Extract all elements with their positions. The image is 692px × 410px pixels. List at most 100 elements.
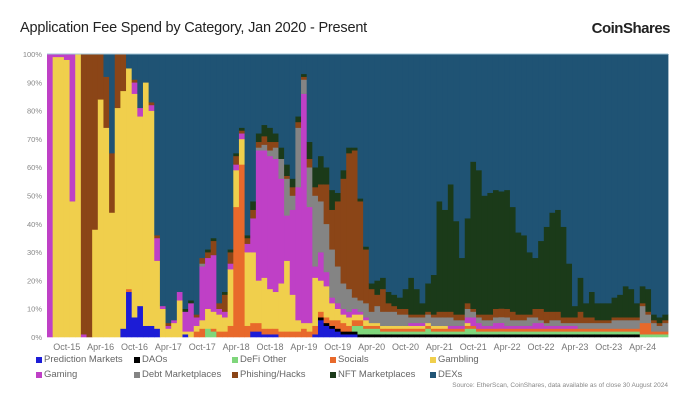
bar-segment-dexs-Jun-23 — [583, 54, 590, 304]
bar-segment-prediction-markets-Jul-19 — [317, 320, 325, 338]
bar-segment-phishing-hacks-Dec-23 — [617, 317, 624, 321]
bar-segment-gaming-Dec-17 — [210, 254, 217, 312]
bar-segment-socials-Jul-20 — [385, 328, 392, 332]
bar-segment-gambling-Jan-17 — [148, 110, 155, 326]
bar-segment-gaming-Sep-19 — [329, 297, 336, 304]
bar-segment-socials-Sep-23 — [600, 328, 607, 332]
bar-segment-defi-other-Oct-20 — [402, 331, 409, 335]
bar-segment-gambling-Oct-18 — [267, 288, 274, 329]
bar-segment-gambling-Apr-19 — [301, 322, 308, 329]
bar-segment-phishing-hacks-Dec-17 — [210, 240, 217, 256]
bar-segment-gambling-Dec-19 — [346, 317, 353, 326]
bar-segment-debt-marketplaces-Mar-24 — [634, 320, 641, 329]
bar-segment-daos-Sep-21 — [464, 334, 471, 338]
bar-segment-dexs-Oct-20 — [402, 54, 409, 290]
bar-segment-dexs-Aug-21 — [459, 54, 466, 259]
x-tick-label: Oct-15 — [53, 342, 80, 352]
bar-segment-prediction-markets-Jul-17 — [182, 334, 189, 338]
bar-segment-daos-Jan-22 — [487, 334, 494, 338]
bar-segment-daos-Jun-20 — [380, 334, 387, 338]
bar-segment-gaming-Apr-19 — [301, 93, 308, 324]
bar-segment-defi-other-Jan-20 — [351, 325, 358, 332]
bar-segment-dexs-Oct-21 — [470, 54, 477, 162]
bar-segment-gaming-Apr-22 — [504, 325, 511, 329]
bar-segment-gaming-Jan-21 — [419, 322, 426, 326]
legend-item: Prediction Markets — [36, 354, 134, 365]
bar-segment-dexs-Nov-20 — [408, 54, 415, 278]
bar-segment-nft-marketplaces-Aug-24 — [662, 314, 669, 321]
bar-segment-socials-Aug-18 — [255, 322, 262, 332]
bar-segment-gambling-Mar-21 — [430, 325, 437, 329]
bar-segment-socials-Apr-20 — [368, 325, 375, 329]
bar-segment-debt-marketplaces-Jan-19 — [284, 178, 291, 216]
bar-segment-socials-Mar-19 — [295, 331, 302, 338]
bar-segment-nft-marketplaces-Mar-20 — [363, 246, 370, 250]
legend-swatch — [134, 356, 140, 363]
bar-segment-gaming-Jul-18 — [250, 218, 257, 253]
bar-segment-socials-May-22 — [509, 328, 516, 332]
bar-segment-daos-Sep-23 — [600, 334, 607, 338]
bar-segment-prediction-markets-Dec-19 — [346, 334, 353, 338]
legend-swatch — [232, 356, 238, 363]
bar-segment-gambling-Jan-18 — [216, 314, 223, 332]
bar-segment-phishing-hacks-May-16 — [103, 76, 110, 128]
bar-segment-defi-other-Apr-22 — [504, 331, 511, 335]
bar-segment-nft-marketplaces-Jul-22 — [521, 235, 528, 315]
bar-segment-defi-other-Jan-22 — [487, 331, 494, 335]
bar-segment-gaming-Feb-18 — [222, 311, 229, 318]
bar-segment-nft-marketplaces-Apr-22 — [504, 189, 511, 309]
bar-segment-defi-other-Mar-23 — [566, 331, 573, 335]
bar-segment-defi-other-Apr-23 — [572, 331, 579, 335]
bar-segment-gaming-Dec-18 — [278, 178, 285, 284]
bar-segment-dexs-Jun-16 — [109, 54, 116, 154]
bar-segment-phishing-hacks-May-20 — [374, 294, 381, 307]
bar-segment-gaming-Jan-16 — [80, 334, 87, 338]
y-axis: 0% 10% 20% 30% 40% 50% 60% 70% 80% 90% 100% — [23, 50, 43, 342]
bar-segment-gaming-Aug-22 — [526, 325, 533, 329]
bar-segment-gambling-Sep-20 — [397, 325, 404, 329]
legend-swatch — [36, 356, 42, 363]
bar-segment-socials-Jun-24 — [651, 331, 658, 335]
bar-segment-nft-marketplaces-Sep-22 — [532, 257, 539, 309]
bar-segment-socials-Oct-19 — [334, 320, 341, 329]
bar-segment-nft-marketplaces-Dec-23 — [617, 294, 624, 318]
bar-segment-phishing-hacks-Dec-22 — [549, 311, 556, 321]
bar-segment-debt-marketplaces-May-23 — [577, 322, 584, 329]
bar-segment-daos-Jul-23 — [588, 334, 596, 338]
bar-segment-gaming-Feb-22 — [492, 322, 500, 329]
bar-segment-daos-Nov-21 — [476, 334, 483, 338]
bar-segment-phishing-hacks-Jan-16 — [80, 54, 87, 335]
bar-segment-dexs-Sep-18 — [261, 54, 268, 126]
bar-segment-gambling-Jul-19 — [317, 280, 325, 312]
x-tick-label: Oct-21 — [460, 342, 487, 352]
bar-segment-phishing-hacks-Jun-23 — [583, 317, 590, 324]
bar-segment-gaming-Jan-23 — [555, 325, 562, 329]
bar-segment-phishing-hacks-Oct-20 — [402, 308, 409, 315]
bar-segment-debt-marketplaces-Jun-23 — [583, 322, 590, 329]
bar-segment-phishing-hacks-Feb-22 — [492, 308, 500, 318]
bar-segment-phishing-hacks-May-24 — [645, 311, 652, 315]
bar-segment-dexs-May-23 — [577, 54, 584, 278]
bar-segment-debt-marketplaces-Oct-23 — [605, 322, 612, 329]
bar-segment-socials-May-19 — [306, 331, 313, 338]
bar-segment-nft-marketplaces-Nov-21 — [476, 170, 483, 315]
bar-segment-debt-marketplaces-Aug-18 — [255, 147, 262, 151]
x-tick-label: Apr-20 — [358, 342, 385, 352]
bar-segment-gaming-Oct-18 — [267, 155, 274, 290]
bar-segment-defi-other-Mar-24 — [634, 331, 641, 335]
bar-segment-socials-Apr-18 — [233, 206, 240, 338]
bar-segment-defi-other-Sep-21 — [464, 328, 471, 335]
bar-segment-defi-other-Jun-22 — [515, 331, 522, 335]
bar-segment-dexs-Mar-24 — [634, 54, 641, 304]
bar-segment-gambling-Nov-17 — [205, 308, 212, 329]
bar-segment-daos-Sep-19 — [329, 325, 336, 329]
bar-segment-daos-Oct-22 — [538, 334, 545, 338]
bar-segment-socials-Sep-22 — [532, 328, 539, 332]
bar-segment-gaming-Sep-17 — [193, 317, 200, 326]
bar-segment-gaming-May-18 — [238, 133, 245, 140]
bar-segment-debt-marketplaces-Nov-18 — [272, 147, 279, 160]
bar-segment-gambling-Oct-16 — [131, 93, 138, 318]
bar-segment-prediction-markets-Aug-19 — [323, 325, 330, 338]
bar-segment-dexs-Aug-23 — [594, 54, 601, 304]
bar-segment-defi-other-Jun-23 — [583, 331, 590, 335]
